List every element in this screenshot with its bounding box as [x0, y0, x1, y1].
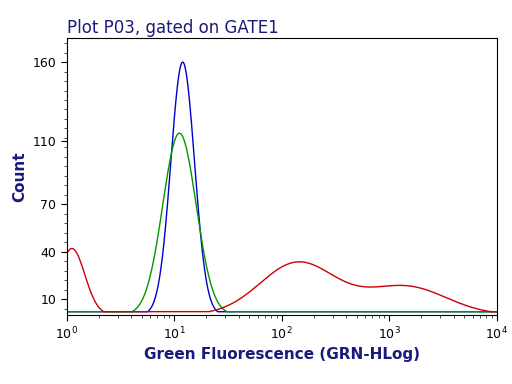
X-axis label: Green Fluorescence (GRN-HLog): Green Fluorescence (GRN-HLog): [143, 348, 420, 362]
Text: Plot P03, gated on GATE1: Plot P03, gated on GATE1: [67, 19, 279, 37]
Y-axis label: Count: Count: [12, 151, 27, 202]
